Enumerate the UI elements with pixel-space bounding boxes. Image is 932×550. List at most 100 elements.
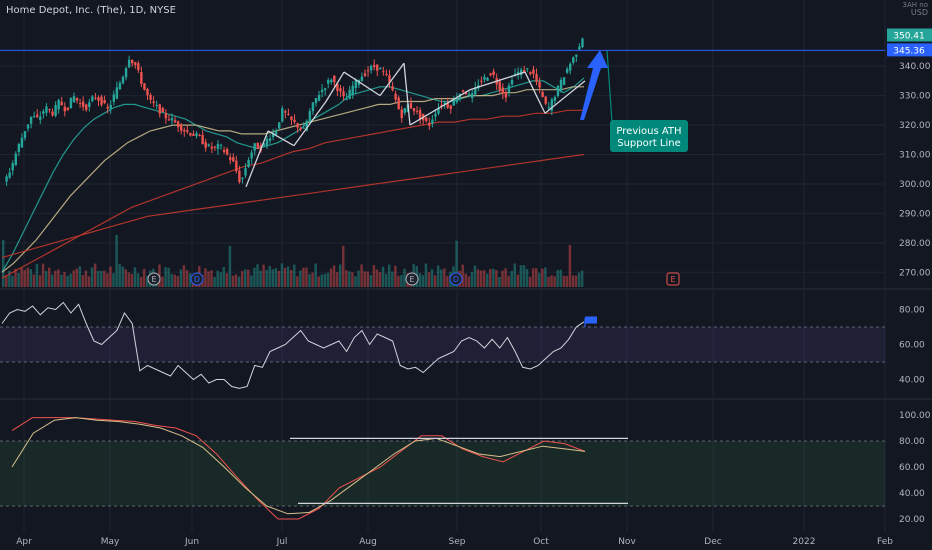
y-tick-label: 280.00 (899, 239, 931, 249)
volume-bar (228, 245, 232, 287)
candle-body (232, 157, 235, 162)
volume-bar (504, 268, 507, 287)
volume-bar (222, 266, 226, 287)
candle-body (127, 59, 131, 68)
candle-body (293, 119, 296, 123)
zigzag-segment (379, 62, 405, 96)
volume-bar (38, 275, 42, 287)
volume-bar (87, 276, 91, 287)
candle-body (167, 119, 171, 121)
volume-bar (29, 269, 33, 287)
volume-bar (476, 269, 480, 287)
candle-body (394, 93, 397, 100)
volume-bar (299, 270, 302, 287)
candle-body (452, 99, 456, 106)
volume-bar (348, 271, 351, 287)
stochastic-pane (0, 417, 885, 520)
volume-bar (394, 265, 397, 287)
volume-bar (378, 272, 382, 287)
volume-bar (84, 270, 88, 287)
x-tick-label: May (101, 537, 120, 547)
volume-bar (253, 267, 256, 287)
candle-body (320, 89, 324, 93)
x-tick-label: Oct (533, 537, 549, 547)
candle-body (516, 71, 520, 75)
candle-body (455, 97, 459, 103)
volume-bar (127, 272, 131, 287)
candle-body (229, 157, 232, 161)
candle-body (225, 149, 229, 155)
candle-body (262, 143, 266, 146)
volume-bar (507, 275, 510, 287)
volume-bar (139, 276, 143, 287)
candle-body (369, 65, 373, 71)
candle-body (489, 73, 492, 76)
candle-body (176, 121, 180, 128)
candle-body (507, 85, 511, 93)
volume-bar (391, 271, 394, 287)
candle-body (550, 99, 554, 111)
zigzag-segment (544, 80, 586, 114)
volume-bar (430, 269, 434, 287)
candle-body (8, 172, 11, 178)
candle-body (158, 104, 161, 114)
candle-body (529, 71, 532, 74)
rsi-tick-label: 60.00 (899, 341, 925, 351)
candle-body (348, 89, 351, 100)
volume-bar (495, 270, 498, 287)
candle-body (23, 131, 27, 138)
candle-body (250, 152, 253, 159)
y-tick-label: 330.00 (899, 92, 931, 102)
volume-bar (112, 273, 115, 287)
volume-bar (286, 266, 290, 287)
volume-bar (320, 274, 324, 287)
volume-bar (510, 270, 513, 287)
candle-body (385, 74, 388, 76)
annotation-box (610, 120, 688, 152)
candle-body (32, 116, 36, 118)
candle-body (559, 79, 563, 91)
volume-bar (243, 269, 247, 287)
volume-bar (314, 263, 317, 287)
volume-bar (440, 269, 443, 287)
volume-bar (464, 273, 467, 287)
candle-body (213, 146, 217, 148)
volume-bar (574, 275, 578, 287)
volume-bar (562, 275, 566, 287)
candle-body (480, 80, 483, 82)
volume-bar (271, 269, 275, 287)
candle-body (578, 46, 581, 50)
volume-bar (400, 275, 403, 287)
candle-body (351, 85, 354, 96)
stoch-d-line (11, 417, 586, 515)
candle-body (51, 111, 54, 116)
candle-body (575, 54, 578, 57)
volume-bar (473, 265, 477, 287)
stoch-tick-label: 60.00 (899, 463, 925, 473)
zigzag-segment (293, 101, 327, 147)
event-marker-label: E (670, 275, 675, 284)
candle-body (366, 70, 370, 72)
candle-body (565, 68, 569, 73)
volume-bar (455, 240, 458, 287)
volume-bar (470, 272, 474, 287)
volume-bar (553, 276, 556, 287)
candle-body (397, 97, 400, 110)
candle-body (238, 170, 241, 182)
volume-bar (219, 272, 222, 287)
volume-bar (240, 270, 244, 287)
candle-body (372, 65, 376, 68)
volume-bar (547, 276, 550, 287)
candle-body (253, 143, 256, 151)
candle-body (467, 94, 471, 96)
volume-bar (311, 272, 314, 287)
volume-bar (397, 275, 400, 287)
candle-body (81, 101, 85, 107)
candle-body (45, 106, 48, 113)
x-tick-label: 2022 (793, 537, 816, 547)
candle-body (382, 71, 385, 73)
candle-body (146, 88, 149, 96)
candle-body (360, 76, 364, 82)
volume-bar (519, 265, 523, 287)
